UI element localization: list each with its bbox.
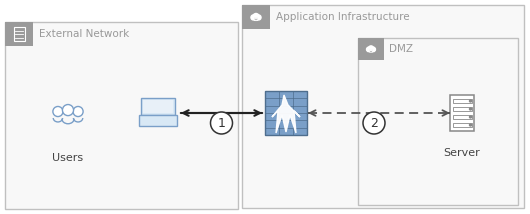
Circle shape [470, 116, 472, 118]
Text: 2: 2 [370, 116, 378, 129]
Bar [242, 5, 524, 208]
Bar [453, 99, 472, 103]
Circle shape [253, 13, 259, 20]
Circle shape [470, 100, 472, 102]
Bar [141, 98, 175, 115]
FancyBboxPatch shape [369, 49, 373, 52]
Bar [5, 22, 238, 209]
Text: Server: Server [444, 148, 480, 158]
Circle shape [63, 104, 74, 116]
Polygon shape [272, 95, 300, 133]
Bar [265, 91, 307, 135]
Circle shape [371, 47, 375, 52]
Bar [143, 100, 173, 113]
Circle shape [368, 46, 374, 51]
Circle shape [251, 15, 256, 20]
Bar [13, 27, 24, 41]
Circle shape [470, 124, 472, 126]
FancyBboxPatch shape [254, 18, 258, 21]
Text: 1: 1 [217, 116, 225, 129]
Bar [358, 38, 518, 205]
Text: Application Infrastructure: Application Infrastructure [276, 12, 410, 22]
Circle shape [363, 112, 385, 134]
Text: DMZ: DMZ [389, 44, 413, 54]
Text: Users: Users [52, 153, 84, 163]
Bar [368, 50, 374, 52]
Circle shape [53, 107, 63, 117]
Bar [453, 123, 472, 127]
Circle shape [73, 107, 83, 117]
Bar [139, 115, 177, 126]
Bar [453, 107, 472, 111]
Circle shape [256, 15, 261, 20]
Bar [242, 5, 270, 29]
Bar [358, 38, 384, 60]
Circle shape [367, 47, 371, 52]
Text: External Network: External Network [39, 29, 129, 39]
Bar [253, 18, 259, 20]
Circle shape [210, 112, 233, 134]
Bar [450, 95, 474, 131]
Bar [5, 22, 33, 46]
Bar [453, 115, 472, 119]
Circle shape [470, 108, 472, 110]
